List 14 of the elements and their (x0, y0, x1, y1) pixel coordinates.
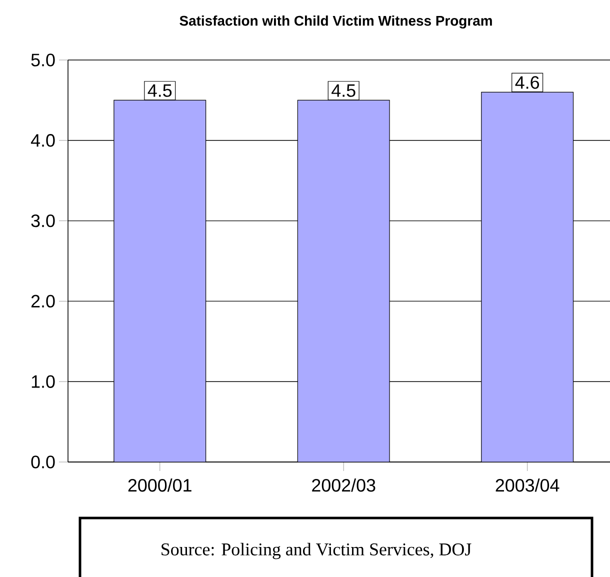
x-tick-label: 2000/01 (128, 478, 192, 492)
y-tick-label: 2.0 (31, 294, 55, 308)
y-tick-label: 4.0 (30, 134, 55, 147)
data-label: 4.5 (148, 84, 172, 97)
source-note: Source: Policing and Victim Services, DOJ (162, 542, 472, 560)
data-label: 4.6 (515, 76, 540, 89)
y-tick-label: 5.0 (31, 54, 55, 66)
y-tick-label: 1.0 (32, 375, 55, 388)
y-tick-label: 0.0 (31, 456, 55, 468)
x-tick-label: 2002/03 (312, 478, 376, 492)
data-label: 4.5 (332, 84, 356, 97)
chart-title: Satisfaction with Child Victim Witness Program (180, 15, 492, 29)
x-tick-label: 2003/04 (496, 478, 560, 492)
y-tick-label: 3.0 (31, 214, 55, 228)
